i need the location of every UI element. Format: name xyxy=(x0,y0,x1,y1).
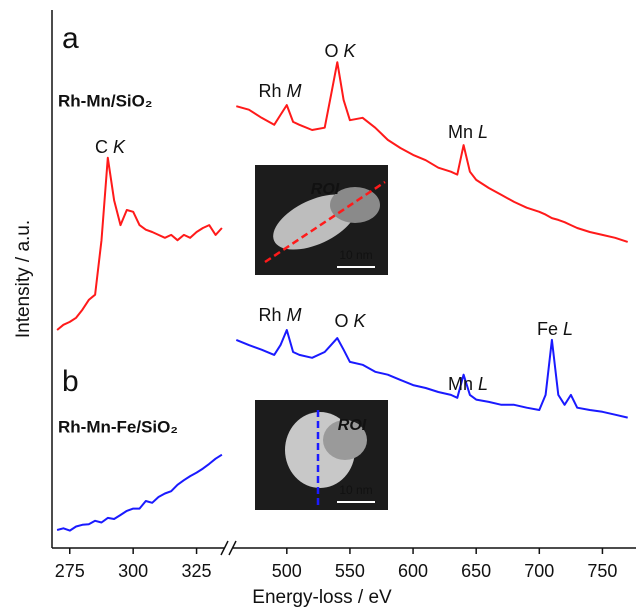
scale-label: 10 nm xyxy=(339,248,372,262)
peak-label: Rh M xyxy=(258,81,301,101)
y-axis-label: Intensity / a.u. xyxy=(13,220,34,338)
x-tick-label: 550 xyxy=(335,561,365,581)
series-label: Rh-Mn-Fe/SiO₂ xyxy=(58,417,178,436)
x-tick-label: 750 xyxy=(587,561,617,581)
peak-label: Mn L xyxy=(448,122,488,142)
x-tick-label: 500 xyxy=(272,561,302,581)
roi-label: ROI xyxy=(338,417,367,434)
roi-line xyxy=(264,180,386,264)
x-tick-label: 700 xyxy=(524,561,554,581)
peak-label: C K xyxy=(95,137,126,157)
x-tick-label: 325 xyxy=(182,561,212,581)
peak-label: Fe L xyxy=(537,319,573,339)
roi-label: ROI xyxy=(311,181,340,198)
particle xyxy=(323,420,367,460)
x-tick-label: 650 xyxy=(461,561,491,581)
scale-label: 10 nm xyxy=(339,483,372,497)
x-tick-label: 300 xyxy=(118,561,148,581)
peak-label: O K xyxy=(334,311,366,331)
peak-label: Rh M xyxy=(258,305,301,325)
axis-break xyxy=(220,540,229,556)
panel-label: a xyxy=(62,22,79,55)
spectrum-line xyxy=(56,329,628,532)
panel-label: b xyxy=(62,365,79,398)
peak-label: O K xyxy=(324,41,356,61)
particle xyxy=(330,187,380,223)
series-label: Rh-Mn/SiO₂ xyxy=(58,91,152,110)
peak-label: Mn L xyxy=(448,374,488,394)
x-tick-label: 275 xyxy=(55,561,85,581)
x-tick-label: 600 xyxy=(398,561,428,581)
x-axis-label: Energy-loss / eV xyxy=(252,587,392,608)
spectrum-line xyxy=(56,61,629,331)
axis-break xyxy=(228,540,237,556)
